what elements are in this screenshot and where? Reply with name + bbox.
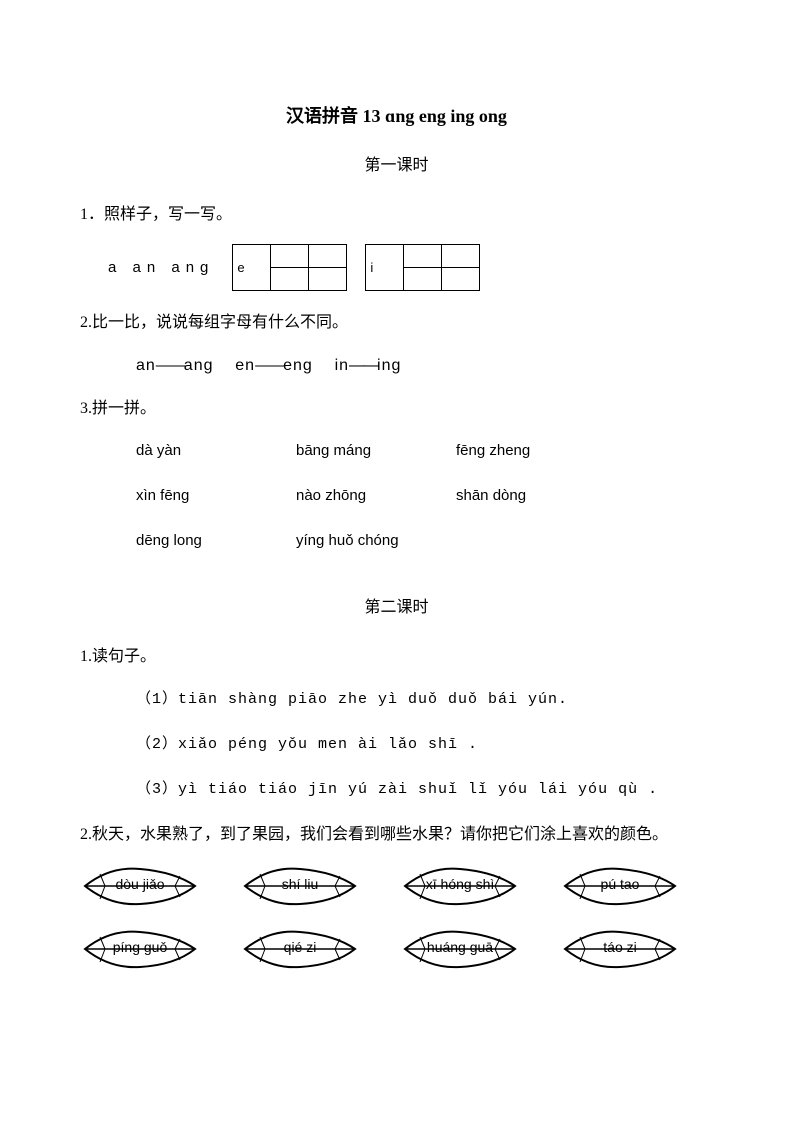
- q2-pair0a: an: [136, 357, 156, 374]
- q2-pairs: an——ang en——eng in——ing: [136, 352, 713, 381]
- q1-grid1-cell2a: [309, 244, 347, 267]
- q3-row1: xìn fēng nào zhōng shān dòng: [136, 482, 713, 509]
- q2-pair1b: eng: [283, 357, 313, 374]
- page-title: 汉语拼音 13 ɑng eng ing ong: [80, 100, 713, 132]
- q1-grid2-cell0: i: [366, 244, 404, 290]
- q3-w12: shān dòng: [456, 482, 616, 509]
- leaf-pingguo: píng guǒ: [80, 927, 200, 972]
- q3-w22: [456, 527, 616, 554]
- leaf-label-shiliu: shí liu: [282, 872, 319, 897]
- q1-grid2-cell1a: [404, 244, 442, 267]
- leaf-label-pingguo: píng guǒ: [113, 935, 168, 960]
- q1-grid2-cell2a: [442, 244, 480, 267]
- leaf-label-doujiao: dòu jiǎo: [115, 872, 164, 897]
- leaf-qiezi: qié zi: [240, 927, 360, 972]
- q2-pair1a: en: [235, 357, 255, 374]
- q2-pair2b: ing: [377, 357, 401, 374]
- q2-pair2a: in: [335, 357, 349, 374]
- leaf-label-xihongshi: xī hóng shì: [426, 872, 495, 897]
- q2-dash0: ——: [156, 357, 184, 374]
- q1-prompt: 1．照样子，写一写。: [80, 201, 713, 230]
- q1-grid-1: e: [232, 244, 347, 291]
- lesson1-subtitle: 第一课时: [80, 152, 713, 181]
- l2-q1-s3: （3）yì tiáo tiáo jīn yú zài shuǐ lǐ yóu l…: [136, 776, 713, 803]
- leaf-label-huanggua: huáng guā: [427, 935, 493, 960]
- l2-q1-s1: （1）tiān shàng piāo zhe yì duǒ duǒ bái yú…: [136, 686, 713, 713]
- leaf-putao: pú tao: [560, 864, 680, 909]
- leaf-huanggua: huáng guā: [400, 927, 520, 972]
- l2-q1-s2: （2）xiǎo péng yǒu men ài lǎo shī .: [136, 731, 713, 758]
- leaf-doujiao: dòu jiǎo: [80, 864, 200, 909]
- leaf-label-qiezi: qié zi: [284, 935, 317, 960]
- q2-prompt: 2.比一比，说说每组字母有什么不同。: [80, 309, 713, 338]
- q2-dash2: ——: [349, 357, 377, 374]
- q2-pair0b: ang: [184, 357, 214, 374]
- q3-row2: dēng long yíng huǒ chóng: [136, 527, 713, 554]
- q1-grid2-cell2b: [442, 267, 480, 290]
- l2-q1-prompt: 1.读句子。: [80, 643, 713, 672]
- q1-grid1-cell1a: [271, 244, 309, 267]
- lesson2-subtitle: 第二课时: [80, 594, 713, 623]
- q1-example-row: a an ang e i: [108, 244, 713, 291]
- q3-w10: xìn fēng: [136, 482, 296, 509]
- l2-leaf-row1: dòu jiǎo shí liu: [80, 864, 713, 909]
- q3-w01: bāng máng: [296, 437, 456, 464]
- leaf-xihongshi: xī hóng shì: [400, 864, 520, 909]
- q3-w11: nào zhōng: [296, 482, 456, 509]
- page: 汉语拼音 13 ɑng eng ing ong 第一课时 1．照样子，写一写。 …: [0, 0, 793, 1050]
- q3-prompt: 3.拼一拼。: [80, 395, 713, 424]
- leaf-label-putao: pú tao: [601, 872, 640, 897]
- q1-grid-2: i: [365, 244, 480, 291]
- q1-example-letters: a an ang: [108, 254, 214, 281]
- lesson2: 第二课时 1.读句子。 （1）tiān shàng piāo zhe yì du…: [80, 594, 713, 971]
- q1-grid1-cell2b: [309, 267, 347, 290]
- q1-grid2-cell1b: [404, 267, 442, 290]
- l2-leaf-row2: píng guǒ qié zi: [80, 927, 713, 972]
- leaf-shiliu: shí liu: [240, 864, 360, 909]
- l2-q2-prompt: 2.秋天，水果熟了，到了果园，我们会看到哪些水果？请你把它们涂上喜欢的颜色。: [80, 821, 713, 850]
- q1-grid1-cell1b: [271, 267, 309, 290]
- q3-w02: fēng zheng: [456, 437, 616, 464]
- q1-grid1-cell0: e: [233, 244, 271, 290]
- q3-w21: yíng huǒ chóng: [296, 527, 456, 554]
- q3-w00: dà yàn: [136, 437, 296, 464]
- q3-pinyin-grid: dà yàn bāng máng fēng zheng xìn fēng nào…: [136, 437, 713, 554]
- q2-dash1: ——: [255, 357, 283, 374]
- leaf-label-taozi: táo zi: [603, 935, 636, 960]
- q3-w20: dēng long: [136, 527, 296, 554]
- q3-row0: dà yàn bāng máng fēng zheng: [136, 437, 713, 464]
- leaf-taozi: táo zi: [560, 927, 680, 972]
